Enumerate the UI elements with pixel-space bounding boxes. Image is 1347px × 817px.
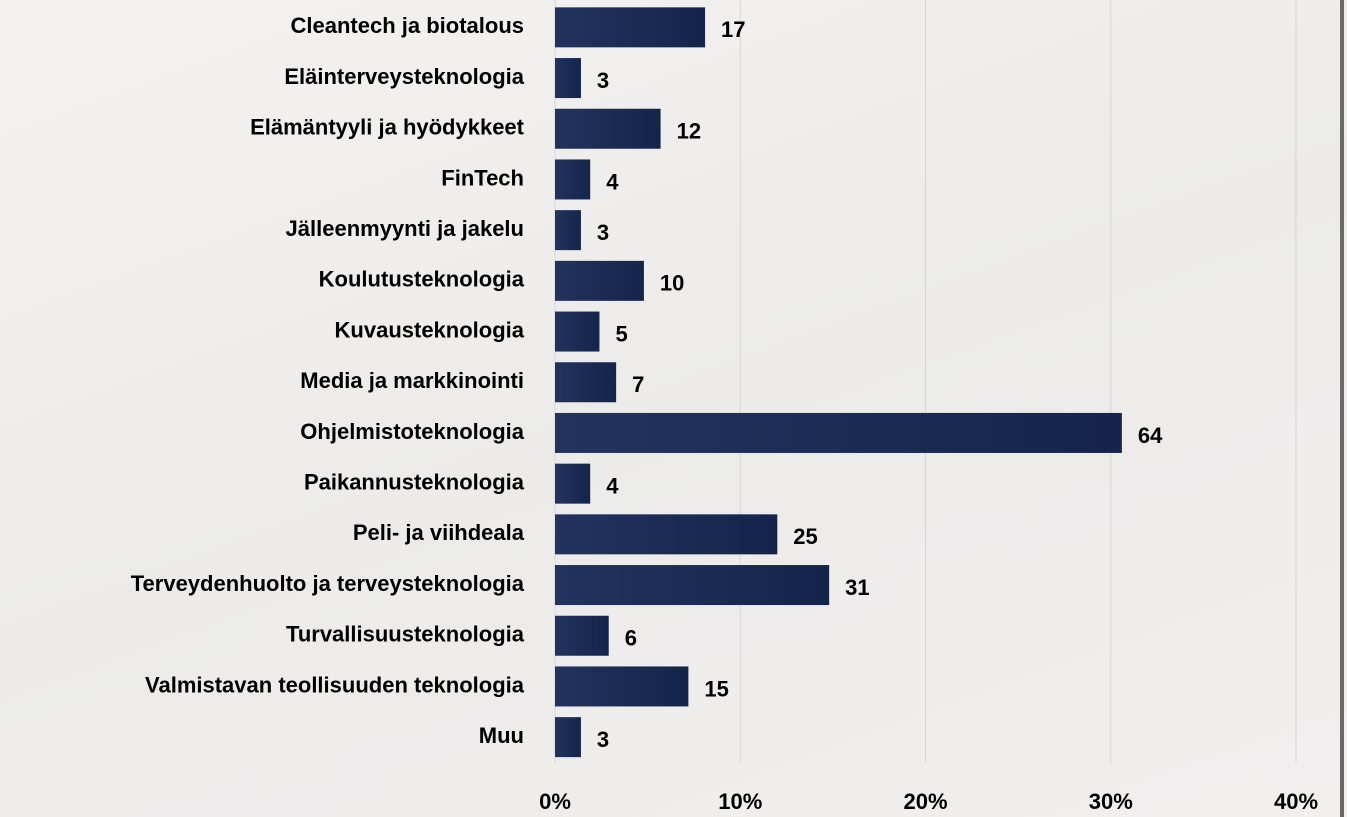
- y-tick-label: Valmistavan teollisuuden teknologia: [145, 672, 525, 697]
- data-label: 3: [597, 727, 609, 752]
- y-tick-label: Media ja markkinointi: [300, 368, 524, 393]
- y-tick-label: FinTech: [441, 165, 524, 190]
- data-label: 6: [625, 626, 637, 651]
- y-tick-label: Jälleenmyynti ja jakelu: [286, 216, 524, 241]
- data-label: 15: [704, 676, 728, 701]
- bar: [555, 362, 617, 403]
- bar: [555, 463, 591, 504]
- y-tick-label: Peli- ja viihdeala: [353, 520, 525, 545]
- data-label: 31: [845, 575, 869, 600]
- bar: [555, 58, 581, 99]
- bar: [555, 412, 1122, 453]
- bar: [555, 717, 581, 758]
- data-label: 4: [606, 473, 619, 498]
- y-tick-label: Muu: [479, 723, 524, 748]
- bar: [555, 565, 830, 606]
- data-label: 10: [660, 271, 684, 296]
- bar: [555, 7, 706, 48]
- data-label: 25: [793, 524, 817, 549]
- data-label: 3: [597, 68, 609, 93]
- y-tick-label: Ohjelmistoteknologia: [300, 419, 524, 444]
- y-tick-label: Paikannusteknologia: [304, 469, 525, 494]
- data-label: 3: [597, 220, 609, 245]
- data-label: 17: [721, 17, 745, 42]
- y-tick-label: Koulutusteknologia: [319, 267, 525, 292]
- bar: [555, 666, 689, 707]
- data-label: 64: [1138, 423, 1163, 448]
- x-tick-label: 30%: [1089, 789, 1133, 814]
- y-tick-label: Terveydenhuolto ja terveysteknologia: [131, 571, 525, 596]
- right-edge: [1340, 0, 1344, 817]
- bar: [555, 260, 644, 301]
- bar: [555, 514, 778, 555]
- bar: [555, 159, 591, 200]
- data-label: 5: [615, 321, 627, 346]
- data-label: 7: [632, 372, 644, 397]
- y-tick-label: Eläinterveysteknologia: [284, 64, 524, 89]
- y-tick-label: Elämäntyyli ja hyödykkeet: [250, 115, 525, 140]
- bar: [555, 615, 609, 656]
- x-tick-label: 20%: [903, 789, 947, 814]
- x-tick-label: 10%: [718, 789, 762, 814]
- y-tick-label: Turvallisuusteknologia: [286, 622, 525, 647]
- x-tick-label: 40%: [1274, 789, 1318, 814]
- y-tick-label: Kuvausteknologia: [335, 317, 525, 342]
- bar: [555, 311, 600, 352]
- bar: [555, 210, 581, 251]
- x-tick-label: 0%: [539, 789, 571, 814]
- bar: [555, 108, 661, 149]
- y-tick-label: Cleantech ja biotalous: [291, 13, 525, 38]
- data-label: 4: [606, 169, 619, 194]
- data-label: 12: [677, 119, 701, 144]
